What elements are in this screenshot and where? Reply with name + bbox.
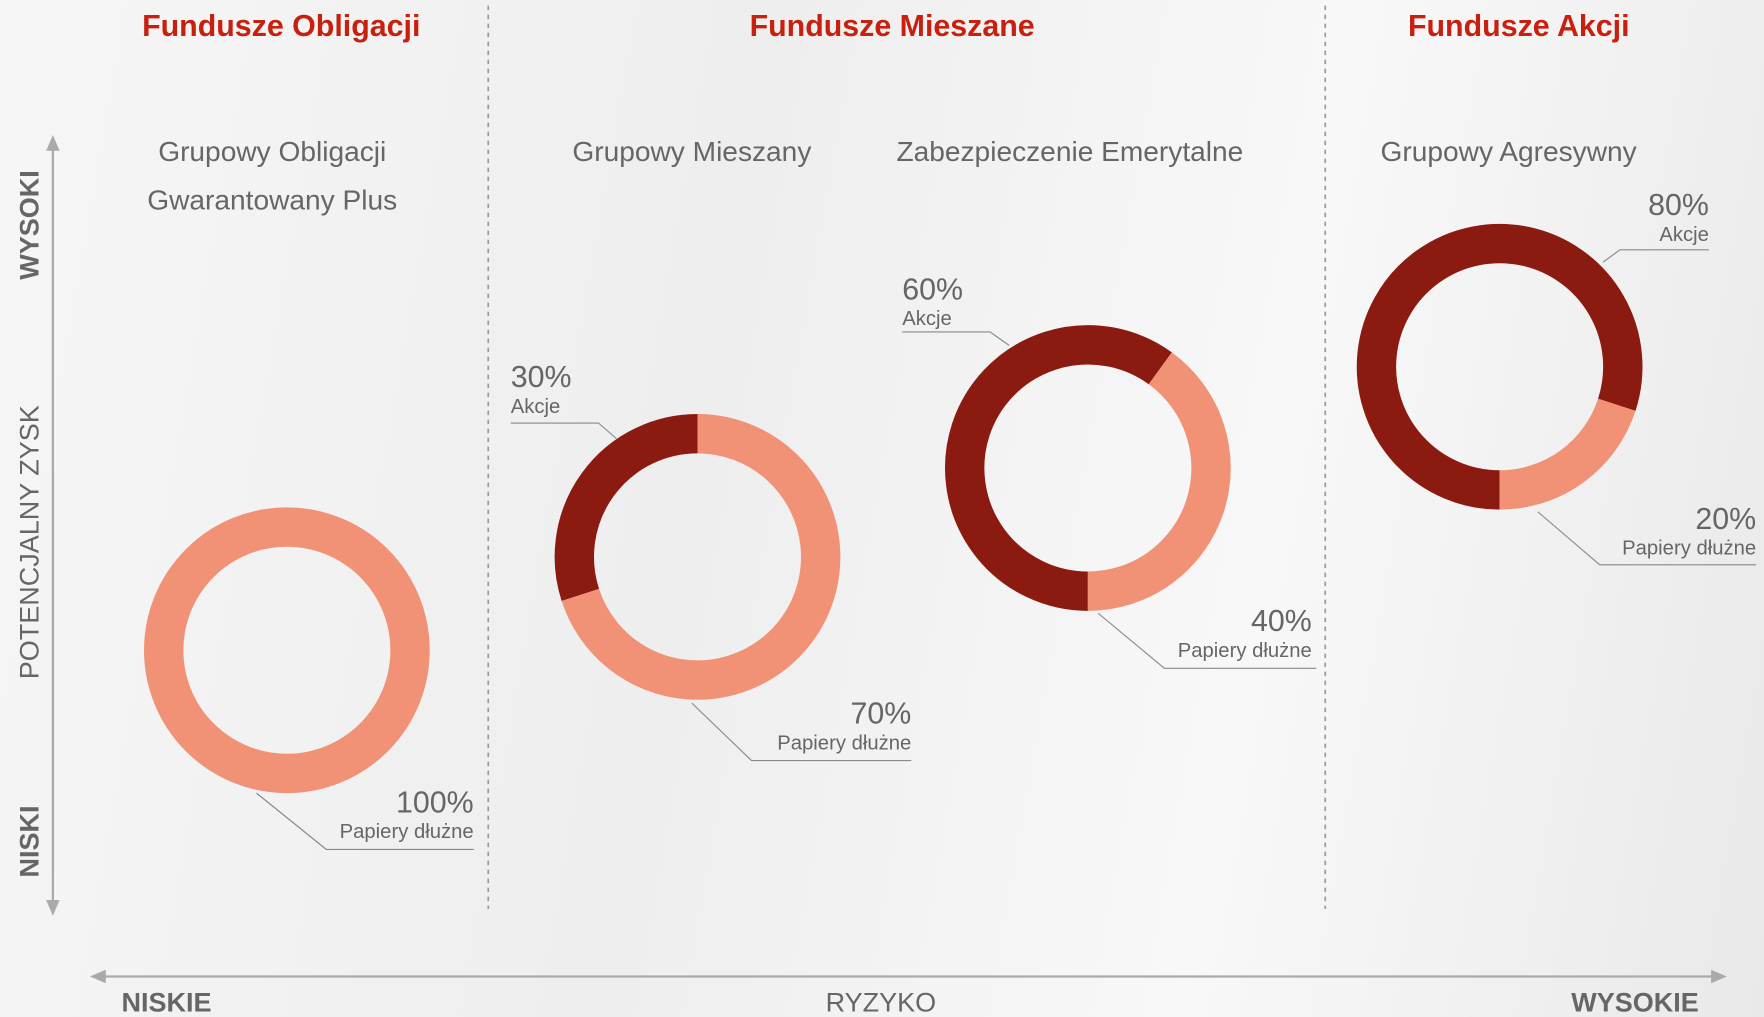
category-label: Akcje <box>902 308 952 330</box>
value-label: 30% <box>511 361 572 394</box>
category-label: Akcje <box>511 396 561 418</box>
callout-line <box>902 331 1010 346</box>
fund-title: Grupowy Obligacji <box>158 136 386 167</box>
donut-segment <box>1499 398 1636 510</box>
donut-segment <box>561 414 841 700</box>
x-axis-title: RYZYKO <box>826 987 937 1017</box>
x-axis-low: NISKIE <box>122 987 212 1017</box>
callout-line <box>256 792 474 850</box>
callout-line <box>1602 249 1709 263</box>
category-label: Papiery dłużne <box>340 821 474 843</box>
donut-segment <box>945 325 1172 611</box>
section-header: Fundusze Obligacji <box>142 10 420 43</box>
category-label: Papiery dłużne <box>777 732 911 754</box>
fund-title: Gwarantowany Plus <box>147 184 397 215</box>
callout-line <box>691 702 912 762</box>
donut-segment <box>1356 223 1643 510</box>
section-header: Fundusze Mieszane <box>750 10 1035 43</box>
section-header: Fundusze Akcji <box>1408 10 1630 43</box>
y-axis-high: WYSOKI <box>14 170 44 280</box>
y-axis-low: NISKI <box>14 805 44 877</box>
value-label: 40% <box>1251 605 1312 638</box>
fund-title: Zabezpieczenie Emerytalne <box>896 136 1243 167</box>
value-label: 100% <box>396 786 474 819</box>
fund-title: Grupowy Agresywny <box>1381 136 1637 167</box>
donut-segment <box>144 507 430 794</box>
category-label: Papiery dłużne <box>1178 640 1312 662</box>
donut-segment <box>1087 352 1231 611</box>
value-label: 80% <box>1648 189 1709 222</box>
callout-line <box>510 422 617 440</box>
category-label: Papiery dłużne <box>1622 538 1756 560</box>
callout-line <box>1537 511 1757 566</box>
value-label: 60% <box>902 273 963 306</box>
category-label: Akcje <box>1659 224 1709 246</box>
callout-line <box>1097 612 1317 669</box>
y-axis-title: POTENCJALNY ZYSK <box>14 405 44 679</box>
donut-segment <box>554 414 698 602</box>
x-axis-high: WYSOKIE <box>1571 987 1699 1017</box>
value-label: 20% <box>1695 503 1756 536</box>
value-label: 70% <box>850 697 911 730</box>
fund-title: Grupowy Mieszany <box>572 136 811 167</box>
